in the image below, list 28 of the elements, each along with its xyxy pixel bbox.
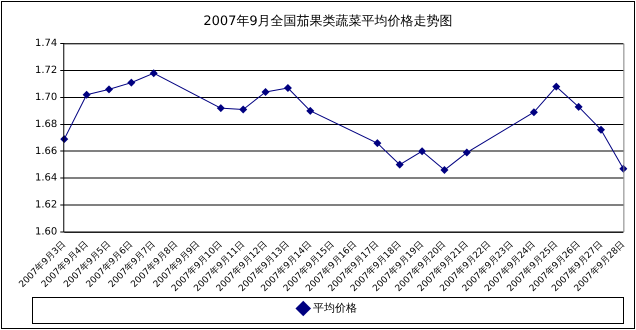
point [127, 78, 136, 87]
point [150, 69, 158, 78]
y-tick-label: 1.66 [35, 146, 58, 157]
point [396, 160, 404, 169]
point [262, 88, 270, 96]
point [306, 106, 314, 115]
point [597, 126, 605, 134]
point [284, 84, 292, 92]
point [440, 166, 448, 174]
point [530, 108, 538, 116]
point [216, 104, 225, 112]
point [552, 82, 560, 91]
chart-title: 2007年9月全国茄果类蔬菜平均价格走势图 [203, 14, 453, 30]
y-tick-label: 1.64 [35, 172, 58, 184]
y-tick-label: 1.74 [35, 38, 58, 50]
point [104, 85, 113, 94]
point [462, 148, 471, 157]
point [418, 147, 426, 156]
point [373, 139, 382, 148]
point [574, 102, 583, 111]
y-tick-label: 1.62 [35, 200, 58, 211]
y-tick-label: 1.68 [35, 118, 58, 130]
y-tick-label: 1.70 [35, 92, 58, 103]
point [82, 90, 91, 99]
y-tick-label: 1.60 [35, 226, 58, 238]
point [239, 106, 248, 114]
y-tick-label: 1.72 [35, 65, 58, 76]
legend-label: 平均价格 [312, 301, 357, 314]
